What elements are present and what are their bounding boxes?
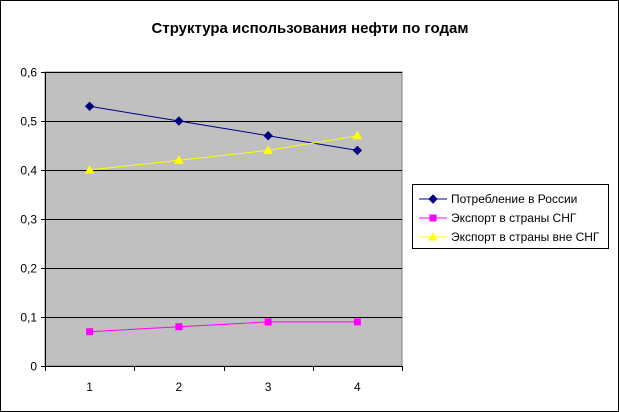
x-tick-label: 1 bbox=[86, 380, 93, 394]
x-tick-label: 4 bbox=[354, 380, 361, 394]
series-line-triangle bbox=[89, 135, 358, 171]
legend-swatch-square bbox=[419, 214, 447, 221]
legend-item: Потребление в России bbox=[419, 189, 608, 208]
chart-title: Структура использования нефти по годам bbox=[152, 20, 469, 37]
y-tick-label: 0,1 bbox=[20, 311, 37, 325]
legend-item: Экспорт в страны СНГ bbox=[419, 208, 608, 227]
y-tick-label: 0,2 bbox=[20, 262, 37, 276]
y-tick-label: 0,3 bbox=[20, 213, 37, 227]
x-tick-label: 3 bbox=[265, 380, 272, 394]
data-point-diamond bbox=[352, 145, 363, 156]
data-point-triangle bbox=[84, 164, 95, 174]
y-tick-label: 0 bbox=[30, 360, 37, 374]
legend-swatch-diamond bbox=[419, 193, 447, 204]
legend-label: Экспорт в страны вне СНГ bbox=[451, 229, 600, 244]
legend: Потребление в России Экспорт в страны СНГ… bbox=[412, 184, 609, 249]
plot-area: 0 0,1 0,2 0,3 0,4 0,5 0,6 1 2 3 4 bbox=[20, 66, 403, 394]
legend-label: Экспорт в страны СНГ bbox=[451, 210, 577, 225]
y-tick-label: 0,4 bbox=[20, 164, 37, 178]
data-point-triangle bbox=[352, 130, 363, 140]
data-point-square bbox=[264, 318, 272, 326]
legend-item: Экспорт в страны вне СНГ bbox=[419, 227, 608, 246]
data-point-square bbox=[353, 318, 361, 326]
data-point-diamond bbox=[174, 116, 184, 126]
data-point-diamond bbox=[84, 101, 95, 112]
series-line-square bbox=[89, 321, 358, 333]
data-point-triangle bbox=[263, 145, 273, 154]
data-point-diamond bbox=[263, 130, 273, 141]
legend-swatch-triangle bbox=[419, 231, 447, 240]
y-tick-label: 0,6 bbox=[20, 66, 37, 80]
data-point-square bbox=[175, 323, 183, 331]
x-tick-label: 2 bbox=[176, 380, 183, 394]
data-point-triangle bbox=[174, 155, 184, 164]
data-point-square bbox=[86, 328, 94, 336]
y-tick-label: 0,5 bbox=[20, 115, 37, 129]
legend-label: Потребление в России bbox=[451, 191, 578, 206]
